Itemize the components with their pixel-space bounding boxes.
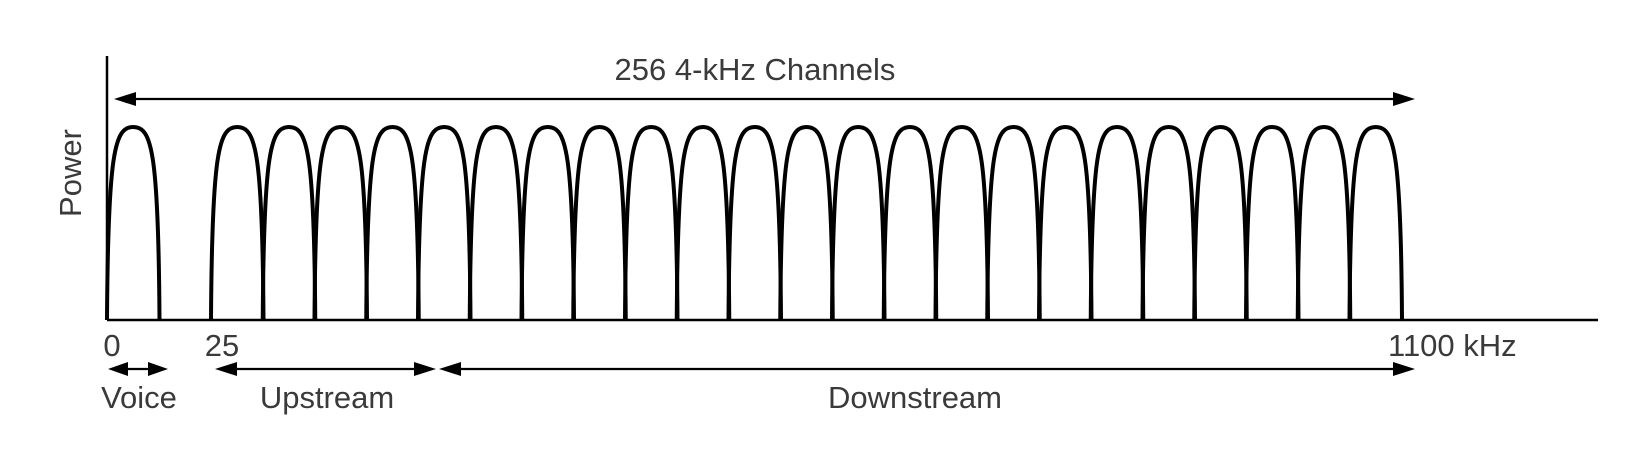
data-channel-lobe [571,125,628,321]
channels-range-arrow [114,92,1415,106]
data-channel-lobe [312,125,369,321]
x-tick-label-1100: 1100 kHz [1388,328,1517,363]
band-label-voice: Voice [101,380,177,415]
data-channel-lobe [416,125,473,321]
data-channel-lobe [1140,125,1197,321]
downstream-band-arrow [439,362,1415,376]
data-channel-lobe [519,125,576,321]
data-channel-lobe [1295,125,1353,321]
x-tick-label-25: 25 [205,328,239,363]
data-channel-lobe [881,125,939,321]
band-label-downstream: Downstream [828,380,1002,415]
voice-band-arrow [108,362,168,376]
data-channel-lobe [933,125,990,321]
data-channel-lobe [985,125,1042,321]
data-channel-lobe [1037,125,1094,321]
data-channel-lobe [1244,125,1301,321]
data-channel-lobe [209,125,266,321]
y-axis-label: Power [53,129,88,217]
diagram-title: 256 4-kHz Channels [615,52,896,87]
voice-channel-lobe [105,125,162,321]
x-tick-label-0: 0 [103,328,120,363]
band-label-upstream: Upstream [260,380,394,415]
data-channel-lobe [830,125,887,321]
data-channel-lobe [1192,125,1249,321]
data-channel-lobe [623,125,680,321]
data-channel-lobe [260,125,318,321]
data-channel-lobe [674,125,732,321]
data-channel-lobe [778,125,835,321]
channel-lobes [105,125,1404,321]
data-channel-lobe [1088,125,1146,321]
data-channel-lobe [1347,125,1404,321]
data-channel-lobe [726,125,783,321]
data-channel-lobe [467,125,525,321]
upstream-band-arrow [215,362,436,376]
data-channel-lobe [364,125,421,321]
